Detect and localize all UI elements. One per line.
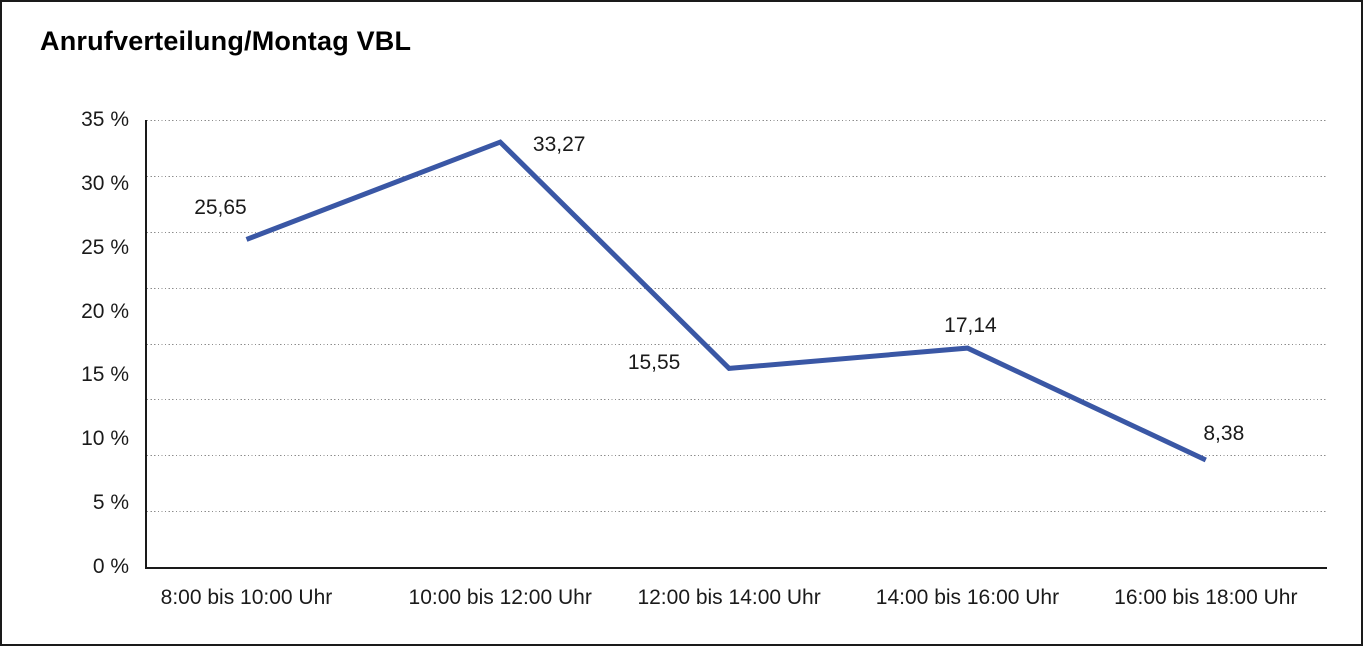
data-point-label: 25,65 — [194, 196, 247, 220]
gridline — [147, 343, 1327, 345]
gridline — [147, 120, 1327, 121]
x-axis-category-label: 10:00 bis 12:00 Uhr — [408, 586, 592, 609]
gridline — [147, 399, 1327, 401]
x-axis-category-label: 12:00 bis 14:00 Uhr — [637, 586, 821, 609]
data-line — [245, 139, 1207, 463]
y-axis-tick-label: 5 % — [92, 491, 129, 515]
gridline — [147, 231, 1327, 233]
data-line-layer — [245, 139, 1207, 463]
gridline — [147, 175, 1327, 177]
y-axis-tick-label: 35 % — [81, 108, 129, 131]
y-axis-tick-label: 0 % — [92, 555, 129, 578]
y-axis-tick-label: 25 % — [81, 235, 129, 259]
y-axis-tick-label: 10 % — [81, 427, 129, 451]
x-axis-category-label: 14:00 bis 16:00 Uhr — [875, 586, 1060, 609]
data-point-label: 15,55 — [627, 351, 681, 375]
gridline — [147, 511, 1327, 513]
data-point-label: 17,14 — [944, 314, 997, 338]
gridline — [147, 287, 1327, 289]
x-axis-category-label: 16:00 bis 18:00 Uhr — [1114, 586, 1298, 609]
gridline — [147, 455, 1327, 457]
data-point-label: 8,38 — [1203, 421, 1245, 445]
y-axis-tick-label: 20 % — [81, 299, 129, 323]
y-axis-tick-label: 30 % — [81, 171, 129, 195]
x-axis-category-label: 8:00 bis 10:00 Uhr — [160, 586, 333, 609]
chart-title: Anrufverteilung/Montag VBL — [40, 26, 412, 56]
data-point-label: 33,27 — [532, 133, 586, 157]
plot-area — [145, 120, 1327, 569]
y-axis-tick-label: 15 % — [81, 363, 129, 387]
